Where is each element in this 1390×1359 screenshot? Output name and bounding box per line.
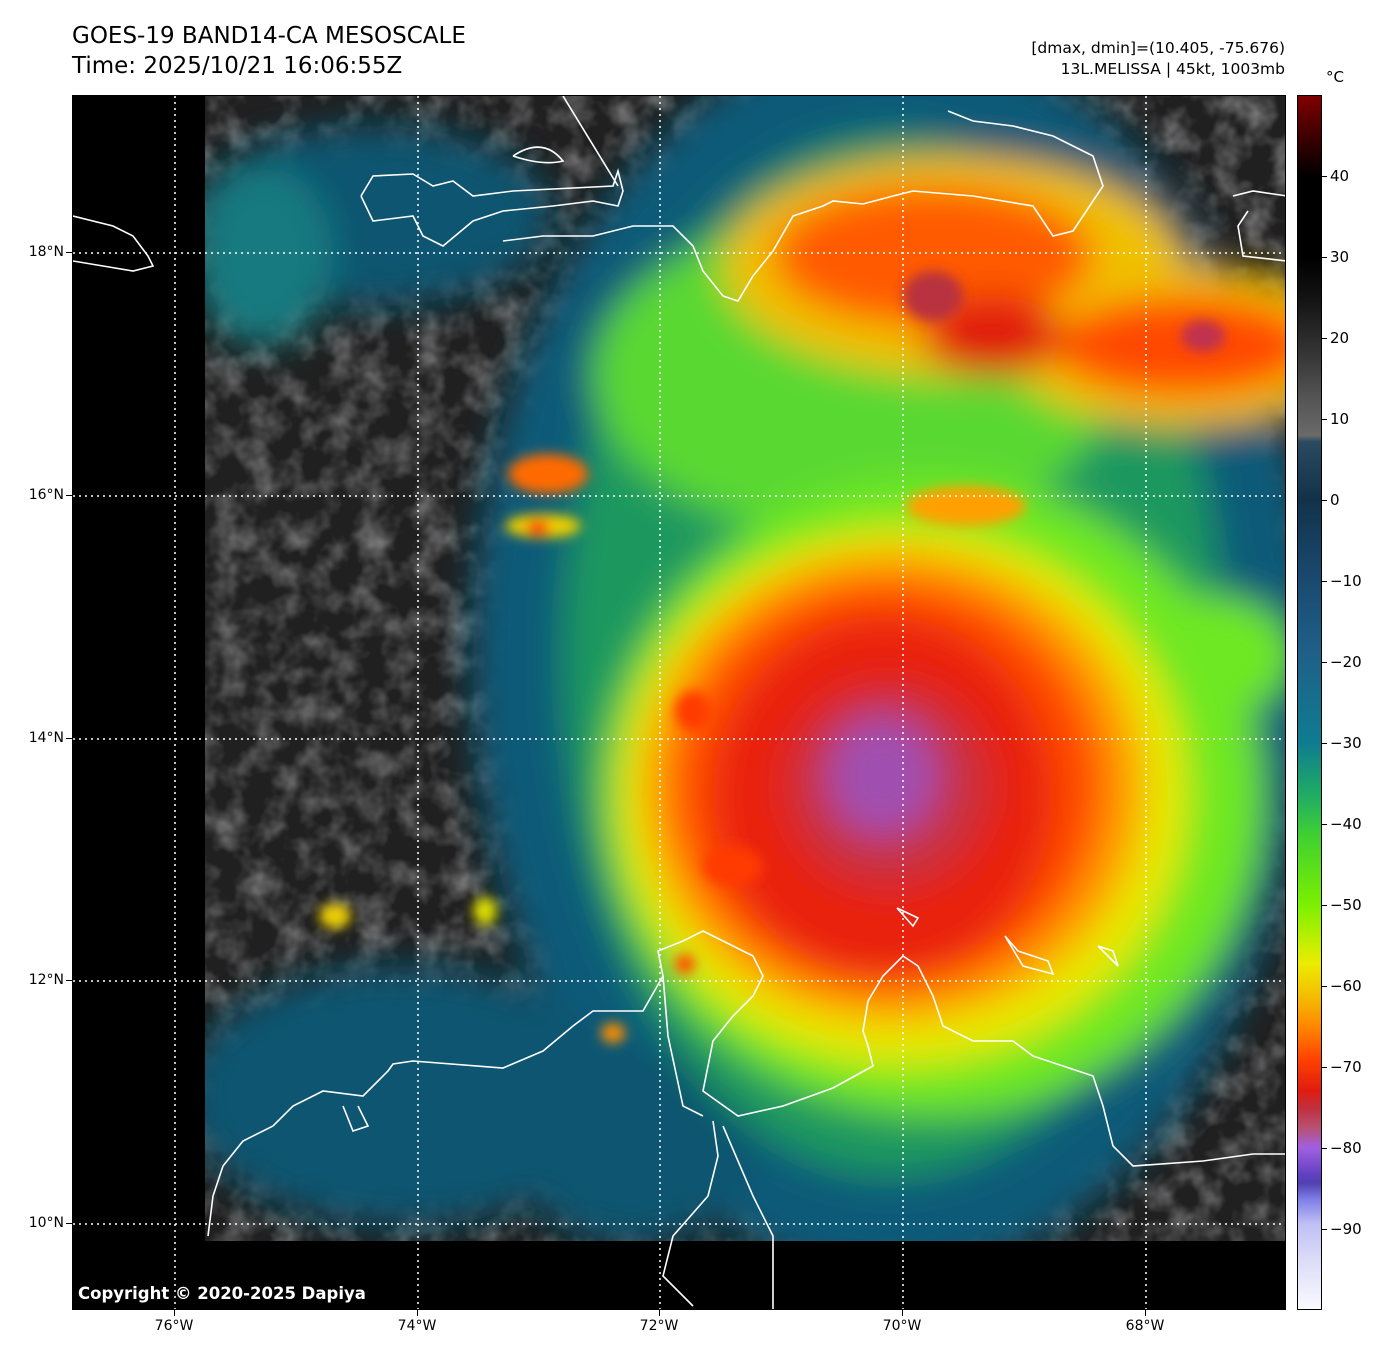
colorbar-tick [1322, 257, 1327, 258]
lat-label: 10°N [28, 1215, 64, 1231]
temperature-colorbar [1297, 95, 1322, 1310]
colorbar-tick [1322, 986, 1327, 987]
colorbar-tick [1322, 1148, 1327, 1149]
colorbar-tick-label: −40 [1330, 815, 1362, 833]
lat-label: 16°N [28, 487, 64, 503]
colorbar-unit: °C [1326, 68, 1344, 86]
lon-label: 74°W [397, 1318, 437, 1334]
colorbar-tick [1322, 1229, 1327, 1230]
lon-label: 72°W [639, 1318, 679, 1334]
copyright-notice: Copyright © 2020-2025 Dapiya [78, 1284, 366, 1303]
gridlines [73, 96, 1285, 1309]
lon-label: 70°W [882, 1318, 922, 1334]
colorbar-tick [1322, 1067, 1327, 1068]
lat-label: 14°N [28, 730, 64, 746]
colorbar-tick-label: −60 [1330, 977, 1362, 995]
lat-label: 12°N [28, 972, 64, 988]
satellite-map [72, 95, 1286, 1310]
colorbar-tick-label: 0 [1330, 491, 1340, 509]
lon-label: 68°W [1125, 1318, 1165, 1334]
colorbar-tick [1322, 419, 1327, 420]
colorbar-tick-label: −30 [1330, 734, 1362, 752]
colorbar-tick-label: 20 [1330, 329, 1350, 347]
ir-imagery [205, 96, 1285, 1241]
colorbar-tick [1322, 500, 1327, 501]
storm-info: 13L.MELISSA | 45kt, 1003mb [1060, 60, 1285, 78]
colorbar-tick-label: −70 [1330, 1058, 1362, 1076]
colorbar-tick [1322, 581, 1327, 582]
chart-title: GOES-19 BAND14-CA MESOSCALE [72, 23, 466, 49]
colorbar-tick-label: 30 [1330, 248, 1350, 266]
colorbar-tick-label: −10 [1330, 572, 1362, 590]
convective-cells [319, 271, 1225, 1043]
colorbar-tick-label: −80 [1330, 1139, 1362, 1157]
colorbar-tick-label: −90 [1330, 1220, 1362, 1238]
colorbar-tick [1322, 743, 1327, 744]
lat-label: 18°N [28, 244, 64, 260]
colorbar-tick-label: −50 [1330, 896, 1362, 914]
colorbar-tick-label: −20 [1330, 653, 1362, 671]
timestamp: Time: 2025/10/21 16:06:55Z [72, 53, 403, 79]
colorbar-tick [1322, 905, 1327, 906]
coastlines [73, 96, 1285, 1309]
colorbar-tick [1322, 176, 1327, 177]
colorbar-tick [1322, 338, 1327, 339]
colorbar-tick-label: 40 [1330, 167, 1350, 185]
colorbar-tick [1322, 662, 1327, 663]
colorbar-tick [1322, 824, 1327, 825]
range-info: [dmax, dmin]=(10.405, -75.676) [1031, 39, 1285, 57]
lon-label: 76°W [154, 1318, 194, 1334]
colorbar-tick-label: 10 [1330, 410, 1350, 428]
